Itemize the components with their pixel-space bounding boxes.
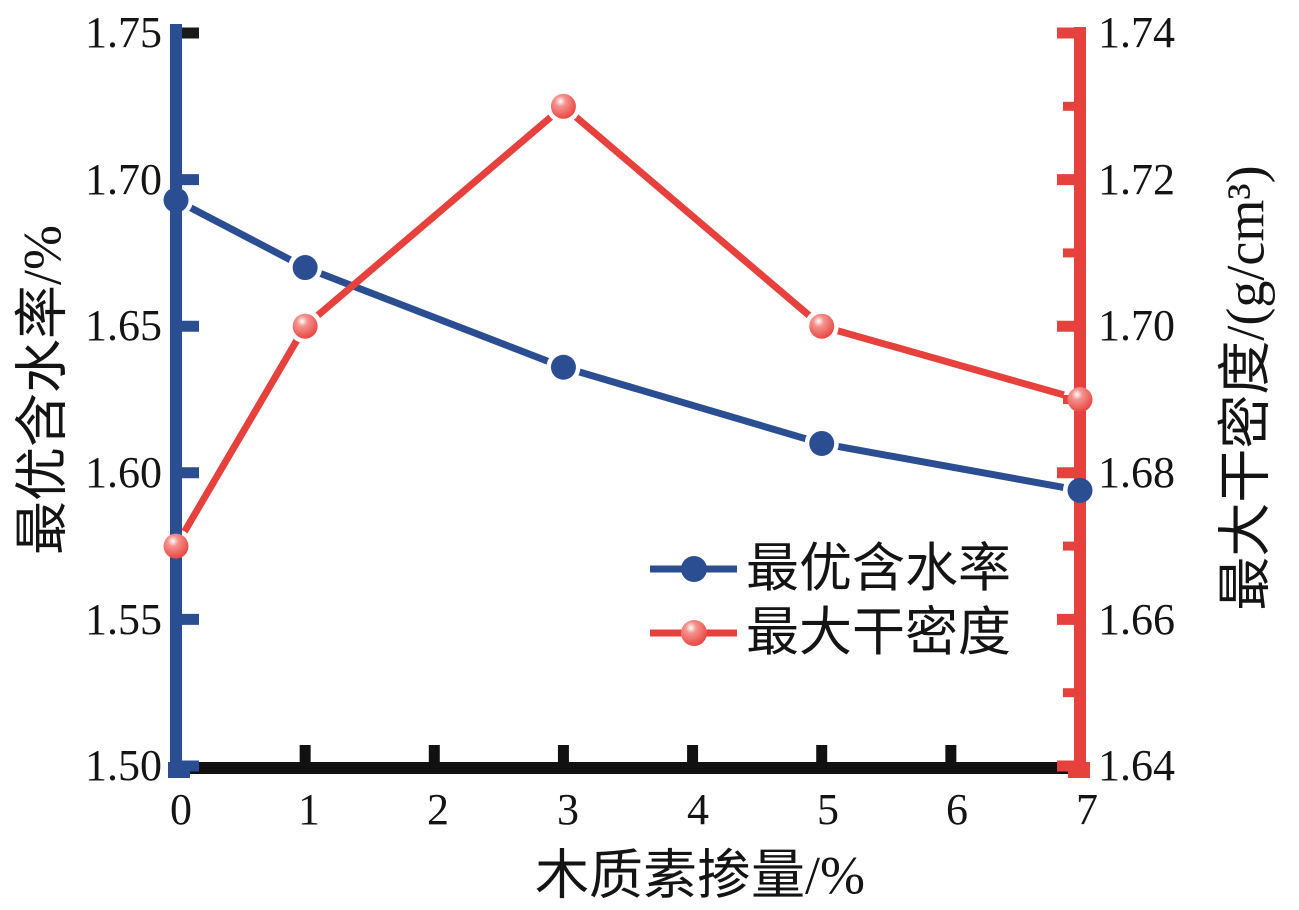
series-0-marker bbox=[163, 187, 189, 213]
x-axis-tick-label: 0 bbox=[170, 785, 192, 834]
right-axis-title: 最大干密度/(g/cm³) bbox=[1215, 165, 1276, 611]
x-axis-tick-label: 5 bbox=[817, 785, 839, 834]
series-1-marker bbox=[292, 313, 318, 339]
series-0-marker bbox=[550, 354, 576, 380]
left-axis-title: 最优含水率/% bbox=[12, 225, 73, 555]
series-1-marker bbox=[1067, 387, 1093, 412]
legend-marker bbox=[681, 620, 707, 646]
x-axis-tick-label: 6 bbox=[946, 785, 968, 834]
series-1-marker bbox=[809, 313, 835, 339]
series-0-marker bbox=[809, 430, 835, 456]
right-axis-tick-label: 1.68 bbox=[1098, 448, 1175, 497]
x-axis-tick-label: 1 bbox=[298, 785, 320, 834]
left-axis-tick-label: 1.75 bbox=[85, 8, 162, 57]
x-axis-tick-label: 3 bbox=[557, 785, 579, 834]
left-axis-tick-label: 1.70 bbox=[85, 155, 162, 204]
x-axis-title: 木质素掺量/% bbox=[535, 845, 865, 906]
right-axis-tick-label: 1.66 bbox=[1098, 595, 1175, 644]
legend-marker bbox=[681, 556, 707, 582]
legend-label-max-dry-density: 最大干密度 bbox=[746, 604, 1011, 662]
series-0-marker bbox=[1067, 477, 1093, 503]
right-axis-tick-label: 1.74 bbox=[1098, 8, 1175, 57]
left-axis-tick-label: 1.50 bbox=[85, 741, 162, 790]
x-axis-tick-label: 2 bbox=[427, 785, 449, 834]
legend-label-optimum-water-content: 最优含水率 bbox=[746, 540, 1011, 598]
right-axis-tick-label: 1.70 bbox=[1098, 301, 1175, 350]
series-1-marker bbox=[550, 93, 576, 119]
x-axis-tick-label: 7 bbox=[1076, 785, 1098, 834]
left-axis-tick-label: 1.65 bbox=[85, 301, 162, 350]
right-axis-tick-label: 1.64 bbox=[1098, 741, 1175, 790]
series-line-0 bbox=[174, 197, 1081, 494]
series-0-marker bbox=[292, 255, 318, 281]
x-axis-tick-label: 4 bbox=[687, 785, 709, 834]
left-axis-tick-label: 1.55 bbox=[85, 595, 162, 644]
right-axis-tick-label: 1.72 bbox=[1098, 155, 1175, 204]
left-axis-tick-label: 1.60 bbox=[85, 448, 162, 497]
series-1-marker bbox=[163, 533, 189, 559]
